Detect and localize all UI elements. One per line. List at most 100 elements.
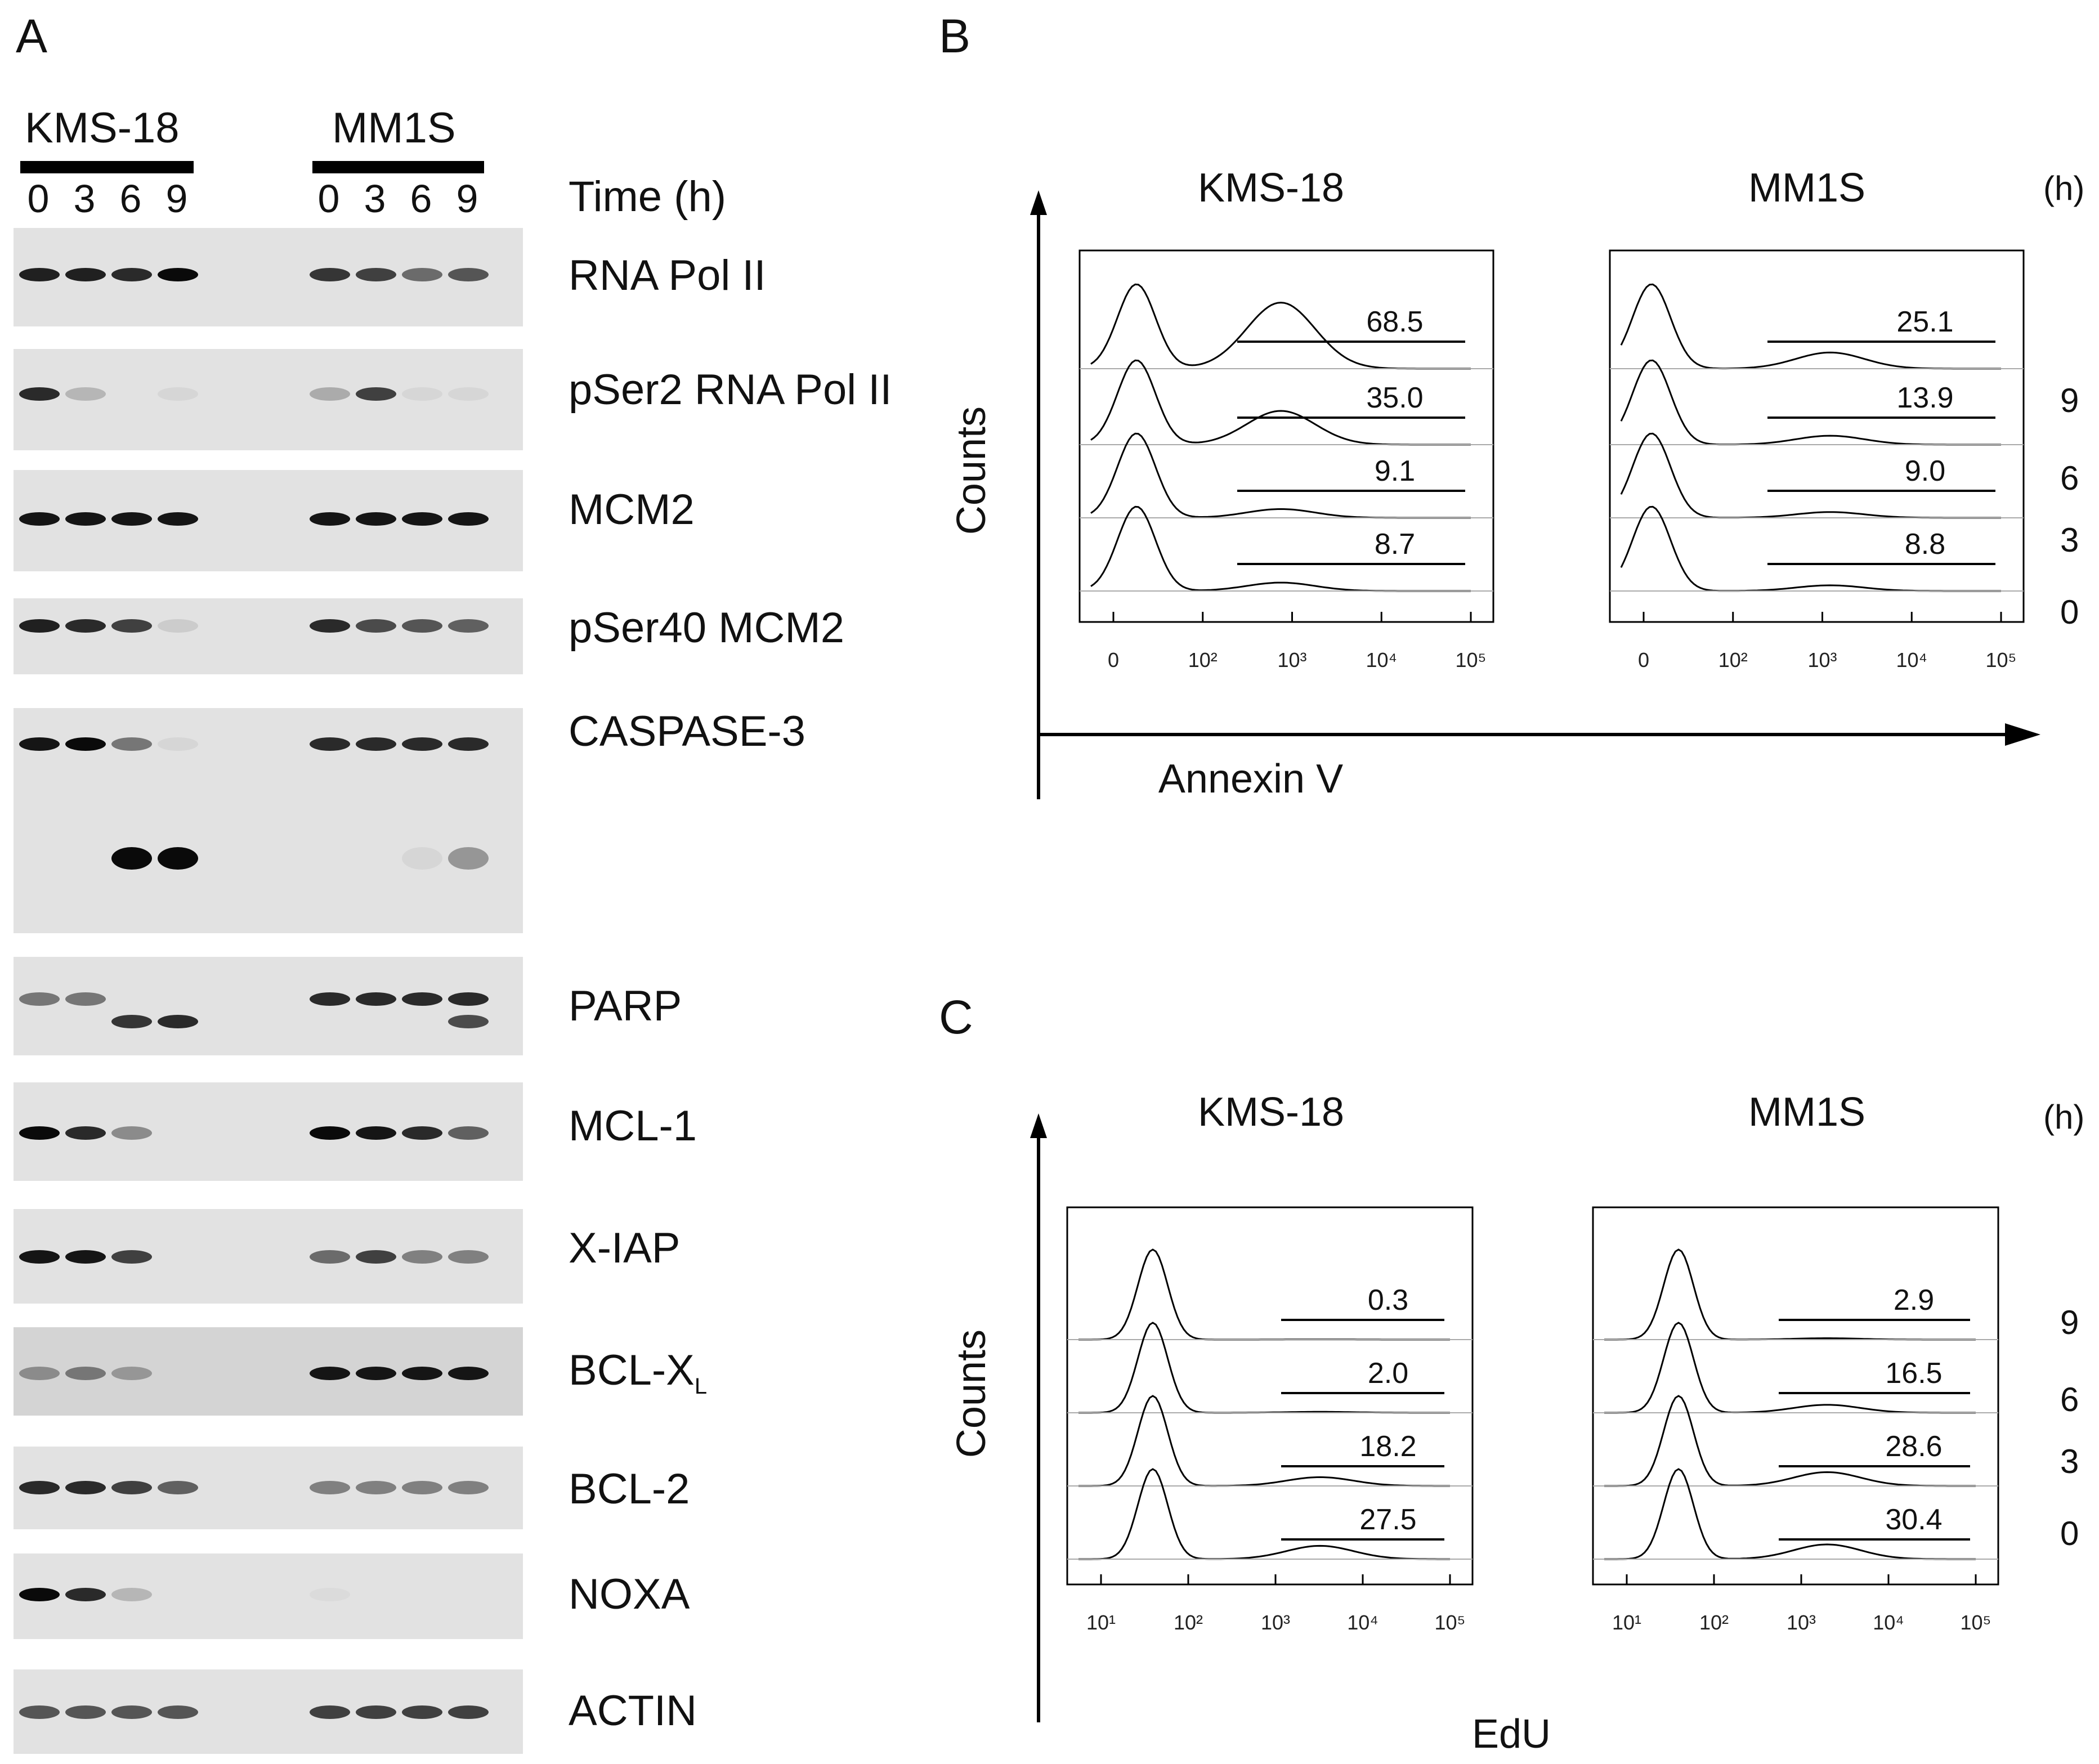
western-band: [19, 1705, 60, 1719]
y-axis-arrowhead: [1030, 190, 1047, 215]
protein-label-parp: PARP: [569, 982, 682, 1030]
western-band: [402, 1705, 442, 1719]
blot-pser40-mcm2: [14, 598, 523, 674]
protein-label-bcl-2: BCL-2: [569, 1465, 690, 1513]
lane-label: 6: [119, 177, 142, 221]
western-band: [65, 268, 106, 281]
western-band: [310, 268, 350, 281]
gate-percentage: 18.2: [1359, 1430, 1416, 1463]
western-band: [310, 1126, 350, 1140]
timepoint-label-c: 6: [2060, 1381, 2079, 1418]
panel-label-a: A: [16, 10, 48, 62]
cleaved-band: [111, 1015, 152, 1028]
x-tick-label: 10³: [1277, 648, 1306, 671]
western-band: [448, 992, 489, 1006]
cleaved-band: [158, 847, 198, 870]
histogram-frame: [1078, 249, 1494, 623]
western-band: [310, 387, 350, 401]
gate-percentage: 27.5: [1359, 1503, 1416, 1536]
gate-percentage: 68.5: [1366, 306, 1423, 338]
western-band: [310, 512, 350, 526]
histogram-frame: [1066, 1206, 1474, 1586]
gate-percentage: 9.0: [1905, 455, 1945, 487]
western-band: [19, 387, 60, 401]
cleaved-band: [448, 1015, 489, 1028]
western-band-layer: [19, 268, 489, 1719]
western-band: [65, 387, 106, 401]
western-band: [111, 512, 152, 526]
western-band: [111, 1481, 152, 1494]
western-band: [310, 619, 350, 633]
x-axis-arrowhead: [2005, 723, 2040, 746]
blot-parp: [14, 957, 523, 1055]
western-band: [158, 737, 198, 751]
x-tick-label: 10²: [1188, 648, 1218, 671]
western-band: [19, 512, 60, 526]
western-band: [310, 1481, 350, 1494]
western-band: [65, 1367, 106, 1380]
western-band: [402, 1126, 442, 1140]
flow-cytometry-layer: 68.5 35.0 9.1 8.7 0 10² 10³ 10⁴ 10⁵ 25.1 13.9 9.0 8.…: [1030, 190, 2040, 1722]
western-band: [402, 387, 442, 401]
western-band: [310, 737, 350, 751]
western-band: [65, 1588, 106, 1601]
timepoint-label-b: 3: [2060, 521, 2079, 559]
western-band: [158, 268, 198, 281]
cell-line-label-mm1s: MM1S: [332, 104, 456, 152]
gate-percentage: 9.1: [1375, 455, 1415, 487]
western-band: [356, 737, 396, 751]
lane-label: 9: [456, 177, 478, 221]
timepoint-label-b: 6: [2060, 459, 2079, 497]
gate-percentage: 8.7: [1375, 528, 1415, 561]
western-band: [448, 737, 489, 751]
gate-percentage: 35.0: [1366, 382, 1423, 414]
western-band: [448, 1367, 489, 1380]
flow-title-kms18-c: KMS-18: [1197, 1090, 1345, 1135]
protein-label-mcm2: MCM2: [569, 486, 695, 534]
x-axis-label-b: Annexin V: [1158, 756, 1344, 802]
x-tick-label: 10³: [1787, 1611, 1816, 1634]
gate-percentage: 8.8: [1905, 528, 1945, 561]
timepoint-label-c: 9: [2060, 1304, 2079, 1341]
western-band: [158, 619, 198, 633]
flow-title-kms18-b: KMS-18: [1197, 165, 1345, 211]
lane-label: 0: [27, 177, 50, 221]
western-band: [158, 387, 198, 401]
western-band: [310, 992, 350, 1006]
western-band: [65, 992, 106, 1006]
gate-percentage: 25.1: [1896, 306, 1953, 338]
western-band: [356, 992, 396, 1006]
kms18-underline: [20, 161, 194, 173]
x-tick-label: 0: [1108, 648, 1119, 671]
protein-label-caspase-3: CASPASE-3: [569, 708, 805, 755]
western-band: [19, 737, 60, 751]
western-band: [356, 512, 396, 526]
flow-title-mm1s-c: MM1S: [1748, 1090, 1866, 1135]
x-tick-label: 10²: [1174, 1611, 1203, 1634]
western-band: [448, 512, 489, 526]
x-tick-label: 10³: [1261, 1611, 1290, 1634]
cleaved-band: [111, 847, 152, 870]
western-band: [158, 1481, 198, 1494]
western-band: [402, 1250, 442, 1264]
western-band: [111, 619, 152, 633]
western-band: [448, 1705, 489, 1719]
histogram-frame: [1592, 1206, 1999, 1586]
western-band: [111, 1367, 152, 1380]
western-band: [356, 1481, 396, 1494]
western-band: [402, 737, 442, 751]
western-band: [65, 512, 106, 526]
histogram-frame: [1609, 249, 2025, 623]
western-band: [19, 1588, 60, 1601]
western-band: [402, 268, 442, 281]
flow-title-mm1s-b: MM1S: [1748, 165, 1866, 211]
mm1s-underline: [312, 161, 484, 173]
western-band: [111, 1250, 152, 1264]
western-band: [356, 1705, 396, 1719]
x-tick-label: 10⁵: [1986, 648, 2017, 671]
western-band: [402, 512, 442, 526]
western-band: [19, 1250, 60, 1264]
western-band: [310, 1588, 350, 1601]
western-band: [402, 619, 442, 633]
x-tick-label: 10²: [1699, 1611, 1729, 1634]
